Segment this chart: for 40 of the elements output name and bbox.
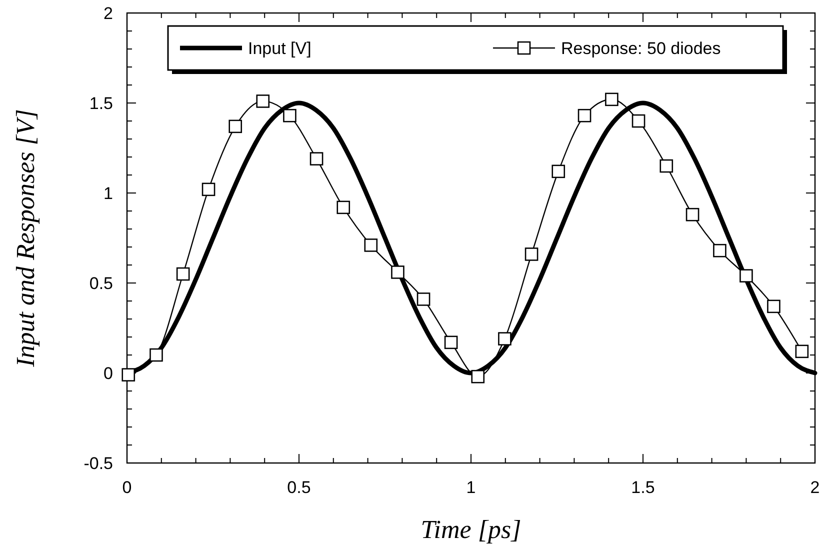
y-axis-title: Input and Responses [V] [11,109,40,368]
point [150,348,163,362]
x-tick-label: 2 [810,478,820,497]
point [416,292,430,306]
x-tick-label: 1.5 [631,478,655,497]
point [228,120,242,134]
point [391,266,404,279]
point [713,244,726,258]
point [660,159,674,173]
point [471,370,485,384]
point [256,94,270,108]
point [336,200,350,214]
point [364,238,378,252]
y-tick-label: 2 [104,4,113,23]
point [444,336,458,350]
point [310,152,324,166]
legend-label: Response: 50 diodes [561,39,721,58]
point [795,344,809,358]
point [283,108,296,122]
point [740,269,753,282]
point [686,208,700,222]
point [578,108,592,122]
point [632,114,646,128]
point [552,164,566,178]
x-tick-label: 0.5 [287,478,311,497]
y-tick-label: 0 [104,364,113,383]
point [605,92,618,106]
point [202,182,216,196]
point [767,300,780,314]
point [176,267,190,281]
point [524,248,538,261]
y-tick-label: 1 [104,184,113,203]
legend-label: Input [V] [248,39,312,58]
x-tick-label: 1 [466,478,476,497]
y-tick-label: -0.5 [84,454,113,473]
x-tick-label: 0 [122,478,132,497]
x-axis-title: Time [ps] [420,515,522,544]
point [498,332,512,346]
y-tick-label: 0.5 [89,274,113,293]
y-tick-label: 1.5 [89,94,113,113]
